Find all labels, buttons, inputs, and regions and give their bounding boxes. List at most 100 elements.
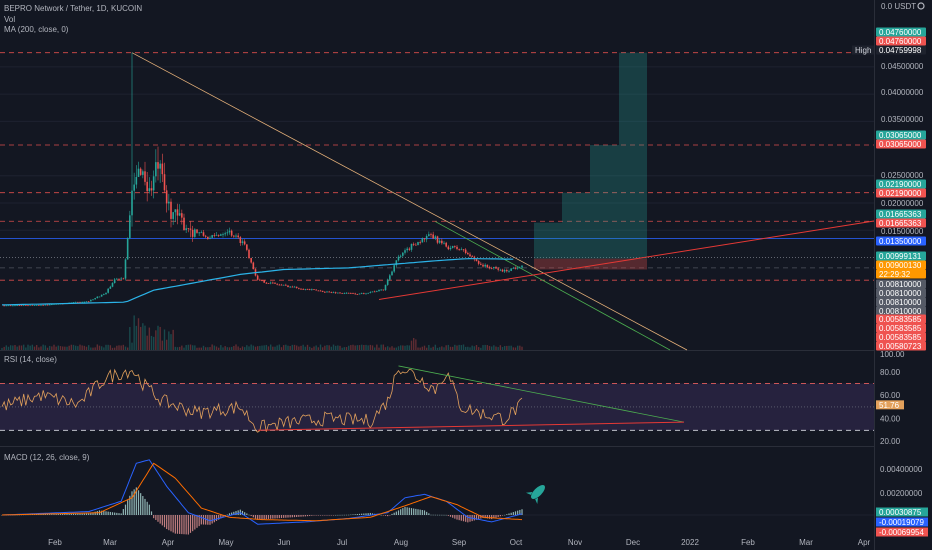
volume-label: Vol [4,15,16,24]
macd-histogram-bar [465,515,467,522]
candle-body [269,282,272,284]
macd-histogram-bar [85,513,88,515]
macd-histogram-bar [81,513,83,515]
candle-body [330,291,333,293]
volume-bar [293,344,296,350]
price-label-box [876,306,926,316]
candle-body [31,304,34,306]
candle-body [499,269,502,271]
candle-body [48,304,51,306]
macd-histogram-bar [402,508,404,515]
candle-body [328,291,330,293]
candle-body [298,287,300,289]
candle-body [300,288,302,290]
volume-bar [345,347,348,350]
macd-histogram-bar [213,515,215,523]
volume-bar [477,347,480,350]
candle-body [172,212,174,219]
macd-histogram-bar [387,515,389,517]
volume-bar [159,326,161,350]
macd-axis-tick: 0.00400000 [880,465,923,474]
volume-bar [462,344,465,350]
volume-bar [371,345,374,350]
volume-bar [304,346,307,350]
macd-histogram-bar [367,513,369,515]
candle-body [252,262,255,270]
candle-body [159,163,161,169]
volume-bar [217,347,220,350]
volume-bar [131,342,133,350]
volume-bar [441,346,443,350]
volume-bar [261,345,263,350]
candle-body [228,230,231,233]
macd-histogram-bar [337,514,339,516]
volume-bar [185,345,187,350]
macd-histogram-bar [506,514,508,515]
price-label-text: 0.00583585 [879,315,922,324]
macd-histogram-bar [460,515,462,521]
macd-histogram-bar [417,509,419,515]
candle-body [521,265,523,268]
volume-bar [391,346,393,350]
macd-histogram-bar [94,511,96,515]
volume-bar [386,346,389,350]
candle-body [274,282,276,284]
candle-body [196,229,198,233]
candle-body [285,284,287,286]
volume-bar [64,346,66,350]
macd-histogram-bar [352,514,354,515]
time-axis-tick: Oct [510,538,523,547]
candle-body [222,234,224,236]
macd-histogram-bar [445,514,447,516]
candle-body [419,242,421,243]
candle-body [150,188,153,191]
price-label-box [876,341,926,351]
macd-histogram-bar [517,510,519,515]
time-axis-tick: Apr [858,538,871,547]
candle-body [376,291,378,293]
volume-bar [350,345,352,350]
volume-bar [170,334,172,350]
macd-histogram-bar [508,513,510,515]
price-label-box [876,188,926,198]
volume-bar [308,346,311,350]
volume-bar [373,347,376,350]
volume-bar [107,344,109,350]
rocket-fin [525,492,538,505]
candle-body [302,289,304,290]
macd-histogram-bar [441,514,443,516]
volume-bar [484,344,486,350]
candle-body [482,264,484,267]
candle-body [174,209,177,213]
macd-histogram-bar [209,515,211,525]
volume-bar [324,345,326,350]
price-label-box [876,279,926,289]
macd-histogram-bar [304,515,306,517]
macd-histogram-bar [272,515,274,519]
candle-body [464,249,467,254]
macd-histogram-bar [189,515,192,533]
volume-bar [464,346,467,350]
price-label-box [876,323,926,333]
macd-histogram-bar [497,515,499,517]
macd-histogram-bar [75,513,77,515]
candle-body [430,234,432,236]
macd-histogram-bar [302,515,304,517]
volume-bar [109,345,112,350]
candle-body [187,228,190,230]
candle-body [308,289,311,290]
candle-body [358,293,361,295]
volume-bar [365,344,367,350]
volume-bar [44,345,47,350]
price-label-box [876,45,926,55]
volume-bar [471,345,473,350]
volume-bar [503,345,506,350]
macd-histogram-bar [350,514,352,516]
candle-body [289,286,291,288]
volume-bar [495,346,497,350]
volume-bar [506,345,508,350]
macd-histogram-bar [495,515,497,518]
macd-histogram-bar [51,514,53,515]
